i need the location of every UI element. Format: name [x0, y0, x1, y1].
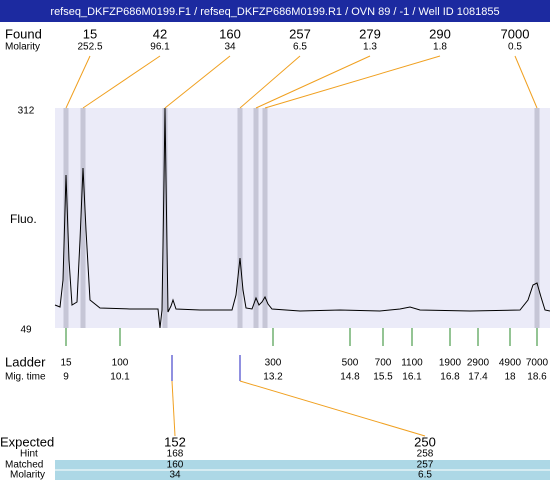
found-value: 7000	[501, 26, 530, 41]
expected-link	[171, 380, 176, 437]
peak-link	[164, 55, 231, 109]
molarity2-label: Molarity	[10, 470, 45, 480]
expected-value: 152	[164, 434, 186, 449]
header-bar	[0, 0, 550, 22]
ladder-value: 1100	[401, 358, 423, 369]
migtime-value: 16.8	[440, 372, 460, 383]
ladder-value: 2900	[467, 358, 490, 369]
molarity-value: 1.3	[363, 42, 377, 53]
ladder-value: 4900	[499, 358, 522, 369]
molarity-value: 6.5	[293, 42, 307, 53]
ladder-value: 300	[265, 358, 282, 369]
found-value: 257	[289, 26, 311, 41]
matched-value: 257	[417, 460, 434, 471]
peak-link	[514, 55, 538, 109]
peak-link	[264, 55, 441, 109]
expected-value: 250	[414, 434, 436, 449]
y-tick-label: 312	[18, 106, 35, 117]
molarity-value: 0.5	[508, 42, 522, 53]
ladder-value: 15	[60, 358, 72, 369]
found-value: 15	[83, 26, 97, 41]
y-tick-label: 49	[20, 325, 32, 336]
matched-value: 160	[167, 460, 184, 471]
peak-link	[65, 55, 91, 109]
found-value: 160	[219, 26, 241, 41]
ladder-value: 700	[375, 358, 392, 369]
migtime-value: 13.2	[263, 372, 283, 383]
peak-band	[253, 108, 259, 328]
matched-molarity: 6.5	[418, 470, 432, 480]
matched-molarity: 34	[169, 470, 181, 480]
migtime-label: Mig. time	[5, 372, 46, 383]
matched-label: Matched	[5, 460, 43, 471]
molarity-label: Molarity	[5, 42, 40, 53]
migtime-value: 18	[504, 372, 516, 383]
ladder-label: Ladder	[5, 354, 46, 369]
ladder-value: 7000	[526, 358, 549, 369]
migtime-value: 17.4	[468, 372, 488, 383]
ladder-value: 1900	[439, 358, 462, 369]
found-label: Found	[5, 26, 42, 41]
trace	[54, 107, 550, 329]
found-value: 42	[153, 26, 167, 41]
peak-band	[63, 108, 69, 328]
hint-label: Hint	[20, 449, 38, 460]
peak-band	[80, 108, 86, 328]
peak-link	[82, 55, 161, 109]
peak-band	[262, 108, 268, 328]
peak-band	[237, 108, 243, 328]
hint-value: 258	[417, 449, 434, 460]
migtime-value: 9	[63, 372, 69, 383]
found-value: 279	[359, 26, 381, 41]
migtime-value: 14.8	[340, 372, 360, 383]
migtime-value: 10.1	[110, 372, 130, 383]
peak-band	[534, 108, 540, 328]
molarity-value: 96.1	[150, 42, 170, 53]
peak-band	[162, 108, 168, 328]
molarity-value: 252.5	[77, 42, 102, 53]
expected-link	[239, 380, 426, 437]
peak-link	[239, 55, 301, 109]
molarity-value: 1.8	[433, 42, 447, 53]
peak-link	[255, 55, 371, 109]
header-title: refseq_DKFZP686M0199.F1 / refseq_DKFZP68…	[50, 6, 499, 18]
plot-area	[55, 108, 550, 328]
migtime-value: 16.1	[402, 372, 422, 383]
ladder-value: 100	[112, 358, 129, 369]
expected-label: Expected	[0, 434, 54, 449]
hint-value: 168	[167, 449, 184, 460]
ladder-value: 500	[342, 358, 359, 369]
y-axis-label: Fluo.	[10, 212, 37, 226]
found-value: 290	[429, 26, 451, 41]
molarity-value: 34	[224, 42, 236, 53]
migtime-value: 15.5	[373, 372, 393, 383]
migtime-value: 18.6	[527, 372, 547, 383]
